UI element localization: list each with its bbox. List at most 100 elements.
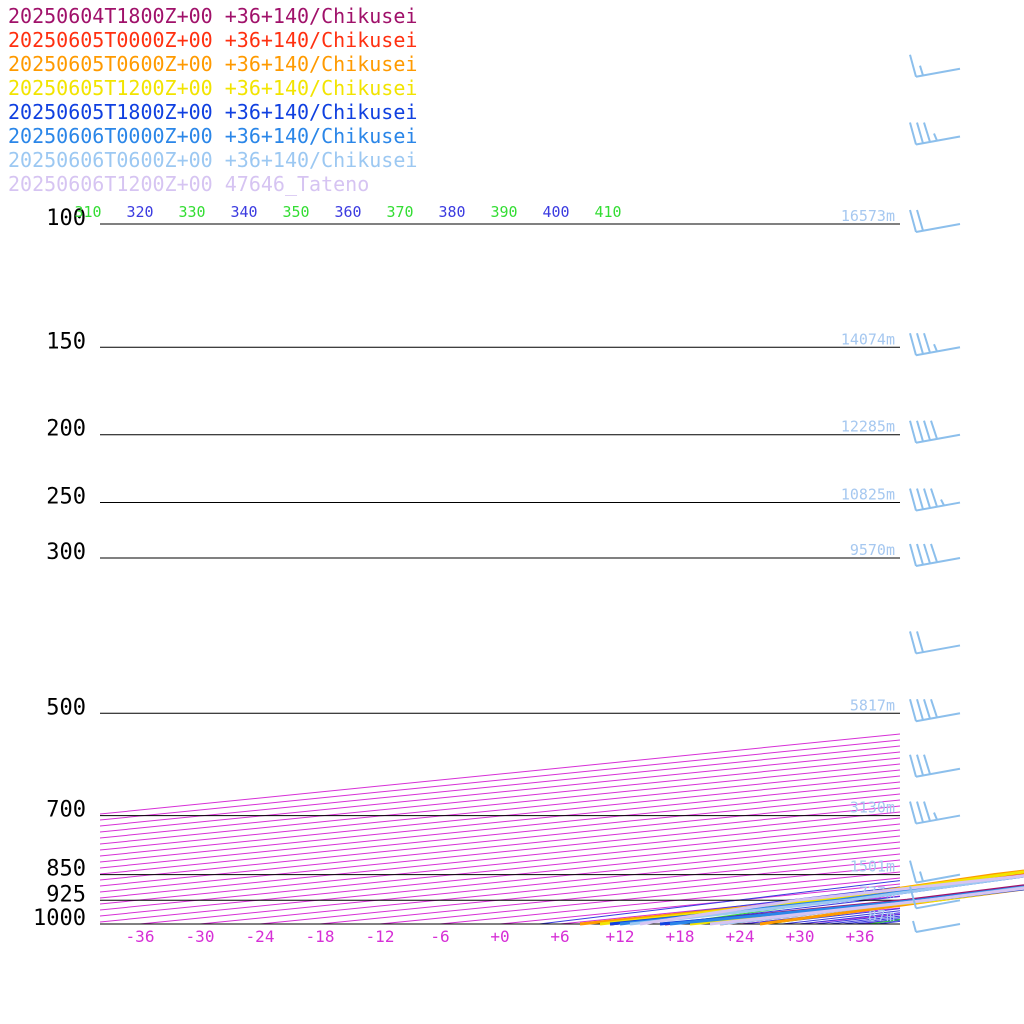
wind-barb <box>909 488 961 512</box>
wind-barb-flag <box>916 699 924 721</box>
temperature-tick: +36 <box>846 927 875 946</box>
wind-barb-half <box>919 65 924 76</box>
isotherm-line <box>799 913 900 924</box>
dry-adiabat-line <box>768 905 900 924</box>
temperature-tick: -12 <box>366 927 395 946</box>
isotherm-line <box>100 757 900 839</box>
theta-e-line <box>782 910 900 924</box>
wind-barb-flag <box>916 420 924 442</box>
isotherm-line <box>319 865 900 924</box>
dewpoint-trace-5 <box>619 874 1024 926</box>
wind-barb-flag <box>916 801 924 823</box>
wind-barb <box>909 754 961 778</box>
wind-barb-half <box>912 920 917 933</box>
theta-e-line <box>799 912 900 924</box>
wind-barb <box>912 920 961 933</box>
theta-label: 370 <box>386 203 413 221</box>
temperature-tick: +24 <box>726 927 755 946</box>
pressure-label: 100 <box>46 206 86 231</box>
dewpoint-trace-1 <box>609 871 1024 926</box>
temperature-trace-3 <box>689 886 1024 926</box>
legend-entry: 20250605T1200Z+00 +36+140/Chikusei <box>8 76 418 100</box>
isotherm-line <box>100 751 900 833</box>
wind-barb-shaft <box>915 712 961 723</box>
theta-label: 390 <box>490 203 517 221</box>
theta-label: 410 <box>594 203 621 221</box>
wind-barb-flag <box>909 54 917 77</box>
wind-barb-shaft <box>915 501 961 512</box>
height-label: 12285m <box>841 418 895 436</box>
wind-barb <box>909 54 961 78</box>
wind-barb-shaft <box>915 346 961 357</box>
isotherm-line <box>619 895 900 924</box>
wind-barb-flag <box>909 699 917 722</box>
wind-barb-flag <box>923 801 931 822</box>
temperature-tick: +12 <box>606 927 635 946</box>
isotherm-line <box>379 871 900 924</box>
wind-barbs <box>909 54 961 933</box>
legend-entry: 20250606T0000Z+00 +36+140/Chikusei <box>8 124 418 148</box>
theta-label: 400 <box>542 203 569 221</box>
wind-barb-flag <box>916 209 924 231</box>
theta-label: 320 <box>126 203 153 221</box>
wind-barb-half <box>933 343 938 352</box>
wind-barb-flag <box>916 631 924 653</box>
wind-barb-flag <box>916 332 924 355</box>
theta-e-line <box>876 920 900 924</box>
temperature-tick: +6 <box>550 927 569 946</box>
wind-barb-shaft <box>915 557 961 567</box>
pressure-label: 700 <box>46 798 86 823</box>
wind-barb-flag <box>923 122 931 143</box>
wind-barb <box>909 886 961 910</box>
wind-barb-flag <box>916 488 924 510</box>
wind-barb-shaft <box>915 767 961 778</box>
temperature-tick: -6 <box>430 927 449 946</box>
wind-barb <box>909 543 961 567</box>
temperature-tick: -24 <box>246 927 275 946</box>
pressure-label: 500 <box>46 695 86 720</box>
wind-barb-shaft <box>915 223 961 233</box>
temperature-tick: +18 <box>666 927 695 946</box>
wind-barb-flag <box>930 420 938 440</box>
pressure-label: 1000 <box>33 906 86 931</box>
pressure-label: 925 <box>46 882 86 907</box>
pressure-label: 300 <box>46 540 86 565</box>
height-label: 10825m <box>841 486 895 504</box>
wind-barb-shaft <box>915 433 961 444</box>
wind-barb-flag <box>909 631 917 654</box>
temperature-tick: -30 <box>186 927 215 946</box>
temperature-trace-4 <box>659 887 1024 926</box>
legend-entry: 20250606T0600Z+00 +36+140/Chikusei <box>8 148 418 172</box>
wind-barb <box>909 332 961 357</box>
wind-barb-flag <box>909 420 917 443</box>
height-label: 3130m <box>850 799 895 817</box>
wind-barb <box>909 420 961 444</box>
temperature-tick: +30 <box>786 927 815 946</box>
temperature-tick: -36 <box>126 927 155 946</box>
wind-barb-flag <box>930 698 938 718</box>
wind-barb <box>909 698 961 723</box>
wind-barb-flag <box>916 543 924 565</box>
theta-e-lines <box>539 880 900 924</box>
isotherm-line <box>859 919 900 924</box>
theta-label: 330 <box>178 203 205 221</box>
pressure-label: 250 <box>46 485 86 510</box>
legend-entry: 20250605T1800Z+00 +36+140/Chikusei <box>8 100 418 124</box>
wind-barb-flag <box>930 543 938 563</box>
wind-barb-half <box>933 133 938 142</box>
temperature-trace-0 <box>664 884 1024 926</box>
wind-barb-flag <box>923 754 931 775</box>
dewpoint-trace-4 <box>609 874 1024 926</box>
wind-barb-half <box>940 499 945 506</box>
height-label: 87m <box>868 907 895 925</box>
wind-barb-flag <box>909 886 917 909</box>
wind-barb-flag <box>923 543 931 564</box>
temperature-tick: -18 <box>306 927 335 946</box>
legend-entry: 20250605T0000Z+00 +36+140/Chikusei <box>8 28 418 52</box>
dewpoint-trace-7 <box>639 874 1024 926</box>
legend: 20250604T1800Z+00 +36+140/Chikusei 202506… <box>8 4 417 196</box>
wind-barb <box>909 631 961 655</box>
height-label: 5817m <box>850 696 895 714</box>
wind-barb-flag <box>930 488 938 507</box>
wind-barb-shaft <box>915 899 961 910</box>
